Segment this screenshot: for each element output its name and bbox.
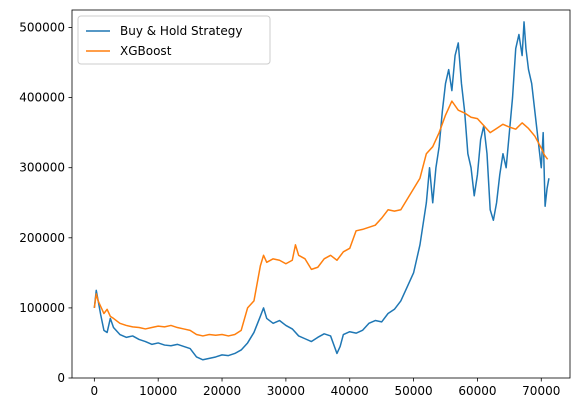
y-tick-label: 500000: [19, 21, 65, 35]
x-tick-label: 70000: [522, 384, 560, 398]
legend: Buy & Hold Strategy XGBoost: [77, 15, 271, 65]
plot-area: [93, 21, 550, 361]
x-tick-label: 10000: [139, 384, 177, 398]
x-tick-label: 30000: [267, 384, 305, 398]
legend-label-1: XGBoost: [120, 44, 172, 58]
y-tick-label: 100000: [19, 301, 65, 315]
y-tick-label: 300000: [19, 161, 65, 175]
series-line-1: [93, 100, 549, 337]
y-tick-label: 200000: [19, 231, 65, 245]
series-line-0: [93, 21, 550, 361]
axes: 0 10000 20000 30000 40000 50000 60000 70000 0 100…: [19, 9, 571, 398]
y-tick-label: 400000: [19, 91, 65, 105]
x-tick-label: 20000: [203, 384, 241, 398]
x-tick-label: 60000: [458, 384, 496, 398]
legend-box: [77, 15, 271, 65]
x-tick-label: 40000: [331, 384, 369, 398]
y-tick-label: 0: [57, 371, 65, 385]
x-tick-label: 50000: [394, 384, 432, 398]
x-tick-label: 0: [91, 384, 99, 398]
legend-label-0: Buy & Hold Strategy: [120, 24, 242, 38]
axes-frame: [71, 9, 571, 379]
